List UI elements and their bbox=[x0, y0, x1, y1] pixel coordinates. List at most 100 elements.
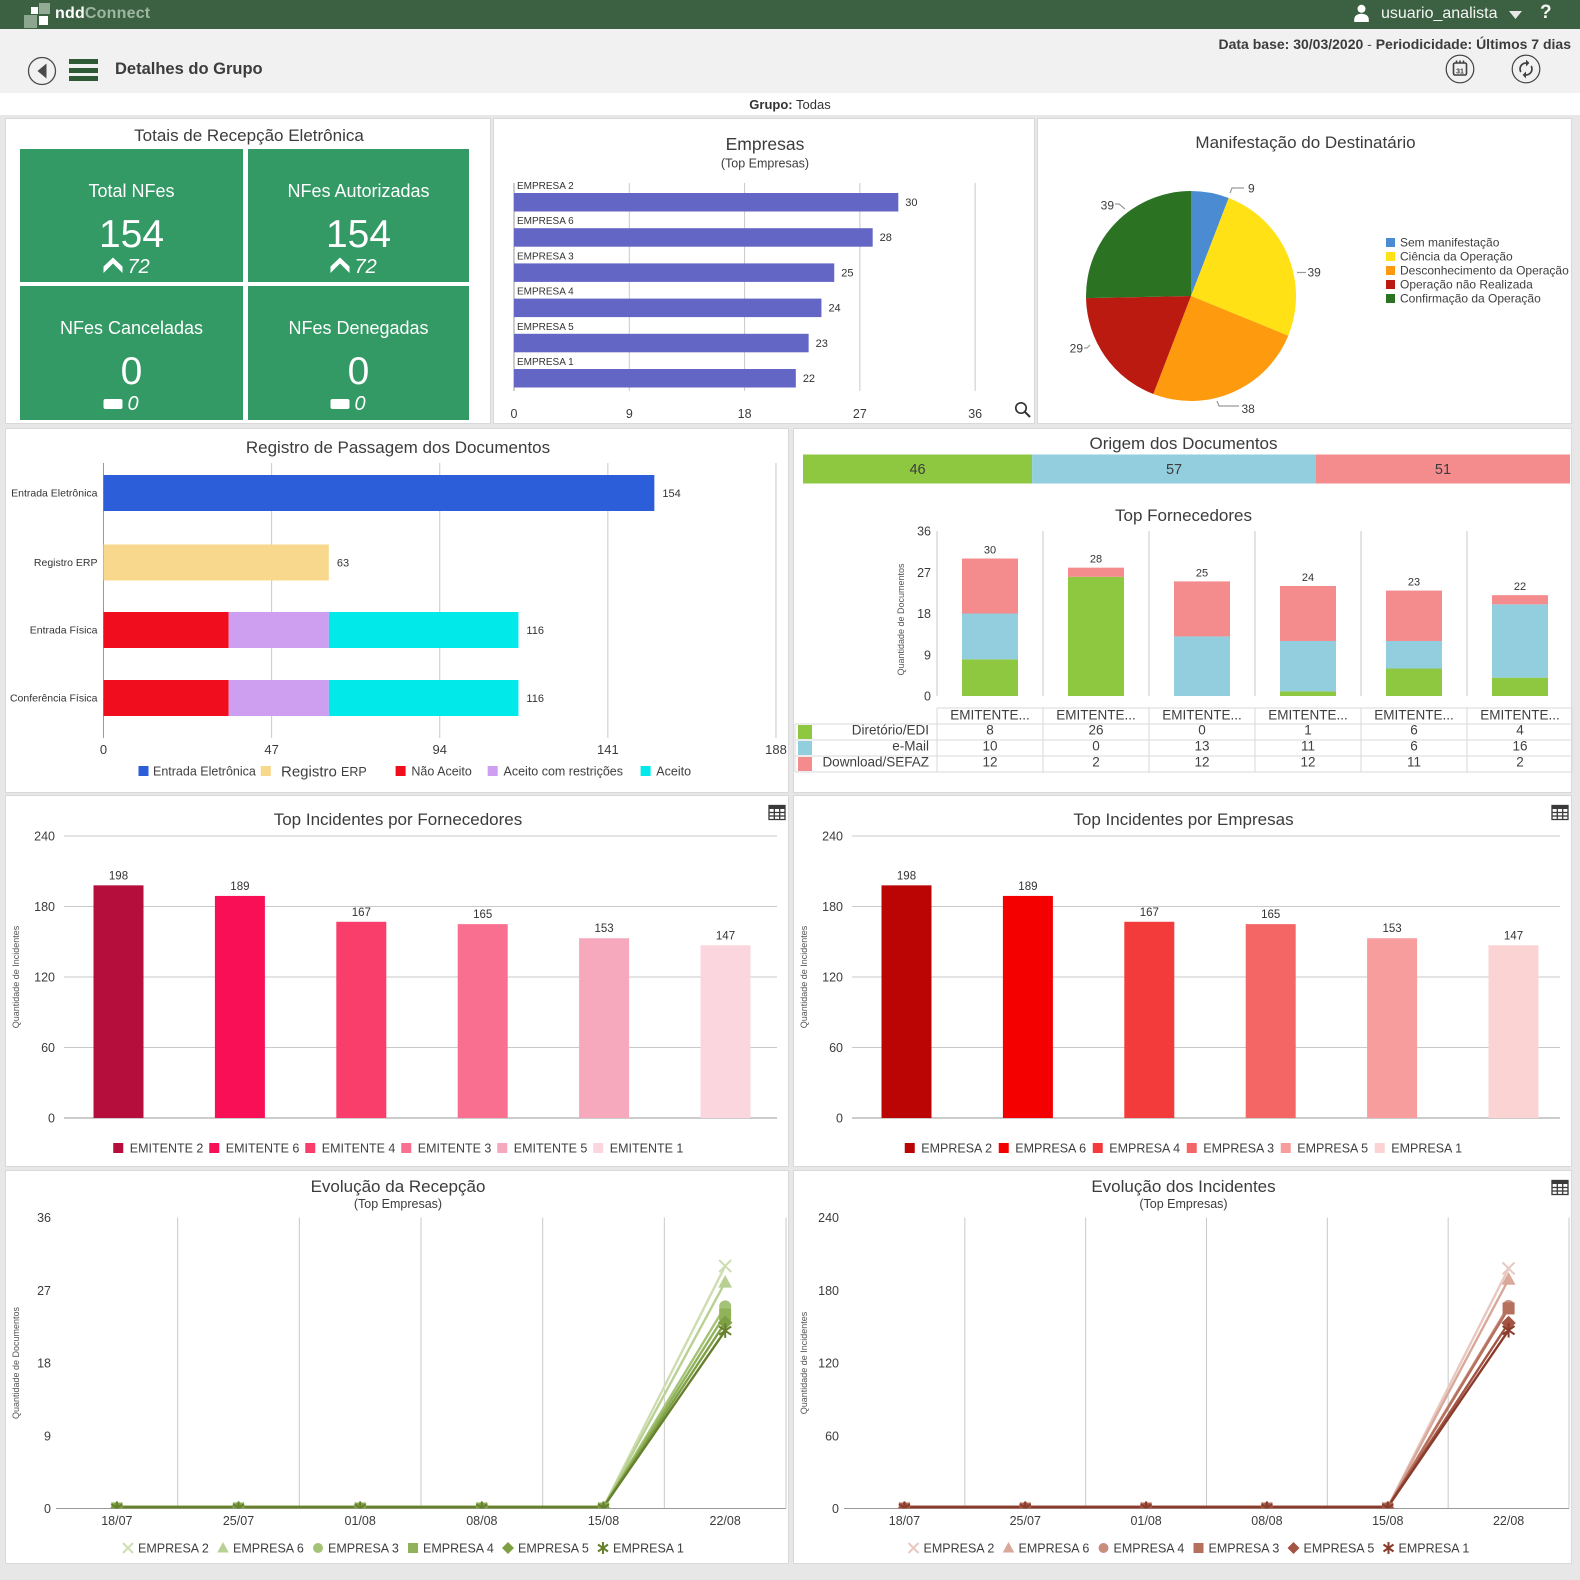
svg-text:141: 141 bbox=[597, 742, 619, 757]
svg-text:28: 28 bbox=[880, 232, 892, 244]
svg-text:36: 36 bbox=[968, 407, 982, 421]
svg-text:18/07: 18/07 bbox=[101, 1514, 132, 1528]
svg-text:9: 9 bbox=[1248, 182, 1255, 196]
svg-text:38: 38 bbox=[1242, 402, 1256, 416]
svg-text:31: 31 bbox=[1456, 69, 1464, 76]
svg-text:10: 10 bbox=[982, 739, 997, 754]
svg-text:180: 180 bbox=[818, 1284, 839, 1298]
svg-text:EMITENTE 6: EMITENTE 6 bbox=[226, 1142, 300, 1156]
svg-text:22/08: 22/08 bbox=[710, 1514, 741, 1528]
svg-text:EMPRESA 1: EMPRESA 1 bbox=[517, 357, 574, 368]
svg-text:EMPRESA 6: EMPRESA 6 bbox=[233, 1542, 304, 1556]
svg-text:EMITENTE 2: EMITENTE 2 bbox=[130, 1142, 204, 1156]
svg-text:51: 51 bbox=[1435, 462, 1451, 478]
svg-text:11: 11 bbox=[1301, 739, 1315, 754]
svg-text:Confirmação da Operação: Confirmação da Operação bbox=[1400, 292, 1541, 306]
svg-text:25: 25 bbox=[1196, 567, 1208, 579]
svg-text:EMPRESA 4: EMPRESA 4 bbox=[1114, 1542, 1185, 1556]
svg-text:1: 1 bbox=[1304, 723, 1312, 738]
svg-text:28: 28 bbox=[1090, 554, 1102, 566]
svg-text:24: 24 bbox=[1302, 572, 1314, 584]
svg-text:Quantidade de Incidentes: Quantidade de Incidentes bbox=[11, 925, 21, 1028]
svg-text:12: 12 bbox=[982, 755, 997, 770]
svg-text:EMPRESA 5: EMPRESA 5 bbox=[1304, 1542, 1375, 1556]
svg-text:120: 120 bbox=[822, 971, 843, 985]
svg-text:EMPRESA 2: EMPRESA 2 bbox=[138, 1542, 209, 1556]
svg-text:Manifestação do Destinatário: Manifestação do Destinatário bbox=[1195, 133, 1415, 152]
svg-text:EMITENTE...: EMITENTE... bbox=[1268, 708, 1348, 723]
svg-text:Desconhecimento da Operação: Desconhecimento da Operação bbox=[1400, 264, 1569, 278]
svg-text:Evolução dos Incidentes: Evolução dos Incidentes bbox=[1091, 1177, 1275, 1196]
svg-text:Entrada Física: Entrada Física bbox=[30, 625, 98, 637]
svg-text:EMPRESA 2: EMPRESA 2 bbox=[921, 1142, 992, 1156]
svg-text:Entrada Eletrônica: Entrada Eletrônica bbox=[11, 488, 98, 500]
svg-text:Ciência da Operação: Ciência da Operação bbox=[1400, 250, 1513, 264]
svg-text:Aceito com restrições: Aceito com restrições bbox=[504, 765, 623, 779]
svg-text:(Top Empresas): (Top Empresas) bbox=[354, 1197, 442, 1211]
svg-text:0: 0 bbox=[355, 393, 366, 415]
svg-text:12: 12 bbox=[1300, 755, 1315, 770]
svg-text:12: 12 bbox=[1194, 755, 1209, 770]
svg-text:0: 0 bbox=[511, 407, 518, 421]
svg-text:EMPRESA 1: EMPRESA 1 bbox=[613, 1542, 684, 1556]
svg-text:Diretório/EDI: Diretório/EDI bbox=[852, 723, 929, 738]
svg-text:22: 22 bbox=[1514, 581, 1526, 593]
svg-text:Quantidade de Documentos: Quantidade de Documentos bbox=[11, 1306, 21, 1419]
svg-text:116: 116 bbox=[526, 693, 544, 705]
svg-text:39: 39 bbox=[1101, 199, 1115, 213]
svg-text:EMPRESA 2: EMPRESA 2 bbox=[924, 1542, 995, 1556]
svg-text:EMPRESA 6: EMPRESA 6 bbox=[1015, 1142, 1086, 1156]
svg-text:9: 9 bbox=[44, 1429, 51, 1443]
svg-text:Empresas: Empresas bbox=[726, 134, 805, 154]
svg-text:01/08: 01/08 bbox=[1130, 1514, 1161, 1528]
svg-text:24: 24 bbox=[828, 303, 840, 315]
svg-text:2: 2 bbox=[1516, 755, 1524, 770]
svg-text:EMPRESA 3: EMPRESA 3 bbox=[1209, 1542, 1280, 1556]
svg-text:0: 0 bbox=[128, 393, 139, 415]
svg-text:47: 47 bbox=[264, 742, 278, 757]
svg-text:Origem dos Documentos: Origem dos Documentos bbox=[1089, 434, 1277, 453]
svg-text:198: 198 bbox=[897, 870, 916, 882]
svg-text:Não Aceito: Não Aceito bbox=[411, 765, 472, 779]
svg-text:18: 18 bbox=[917, 607, 931, 621]
svg-text:EMITENTE...: EMITENTE... bbox=[1056, 708, 1136, 723]
svg-text:EMITENTE...: EMITENTE... bbox=[950, 708, 1030, 723]
svg-text:Registro ERP: Registro ERP bbox=[281, 764, 367, 781]
svg-text:Aceito: Aceito bbox=[656, 765, 691, 779]
svg-text:EMPRESA 3: EMPRESA 3 bbox=[328, 1542, 399, 1556]
svg-text:EMPRESA 6: EMPRESA 6 bbox=[517, 216, 574, 227]
svg-text:147: 147 bbox=[1504, 930, 1523, 942]
svg-text:EMPRESA 4: EMPRESA 4 bbox=[423, 1542, 494, 1556]
svg-text:16: 16 bbox=[1512, 739, 1527, 754]
svg-text:57: 57 bbox=[1166, 462, 1182, 478]
svg-text:60: 60 bbox=[41, 1041, 55, 1055]
svg-text:Quantidade de Incidentes: Quantidade de Incidentes bbox=[799, 1311, 809, 1414]
svg-text:EMPRESA 1: EMPRESA 1 bbox=[1399, 1542, 1470, 1556]
svg-text:94: 94 bbox=[433, 742, 447, 757]
svg-text:25/07: 25/07 bbox=[1010, 1514, 1041, 1528]
svg-text:0: 0 bbox=[100, 742, 107, 757]
svg-text:Download/SEFAZ: Download/SEFAZ bbox=[822, 755, 929, 770]
svg-text:72: 72 bbox=[355, 256, 377, 278]
svg-text:167: 167 bbox=[1140, 907, 1159, 919]
svg-text:60: 60 bbox=[825, 1429, 839, 1443]
svg-text:165: 165 bbox=[473, 909, 492, 921]
svg-text:189: 189 bbox=[230, 881, 249, 893]
svg-text:60: 60 bbox=[829, 1041, 843, 1055]
svg-text:4: 4 bbox=[1516, 723, 1524, 738]
svg-text:27: 27 bbox=[917, 566, 931, 580]
svg-text:Top Fornecedores: Top Fornecedores bbox=[1115, 506, 1252, 525]
svg-text:240: 240 bbox=[822, 830, 843, 844]
svg-text:e-Mail: e-Mail bbox=[892, 739, 929, 754]
svg-text:EMPRESA 5: EMPRESA 5 bbox=[1297, 1142, 1368, 1156]
svg-text:01/08: 01/08 bbox=[345, 1514, 376, 1528]
svg-text:EMPRESA 6: EMPRESA 6 bbox=[1019, 1542, 1090, 1556]
svg-text:30: 30 bbox=[984, 545, 996, 557]
svg-text:153: 153 bbox=[1383, 923, 1402, 935]
svg-text:Quantidade de Documentos: Quantidade de Documentos bbox=[896, 563, 906, 676]
svg-text:116: 116 bbox=[526, 625, 544, 637]
svg-text:0: 0 bbox=[836, 1112, 843, 1126]
svg-text:18: 18 bbox=[738, 407, 752, 421]
svg-text:36: 36 bbox=[37, 1211, 51, 1225]
svg-text:23: 23 bbox=[1408, 577, 1420, 589]
